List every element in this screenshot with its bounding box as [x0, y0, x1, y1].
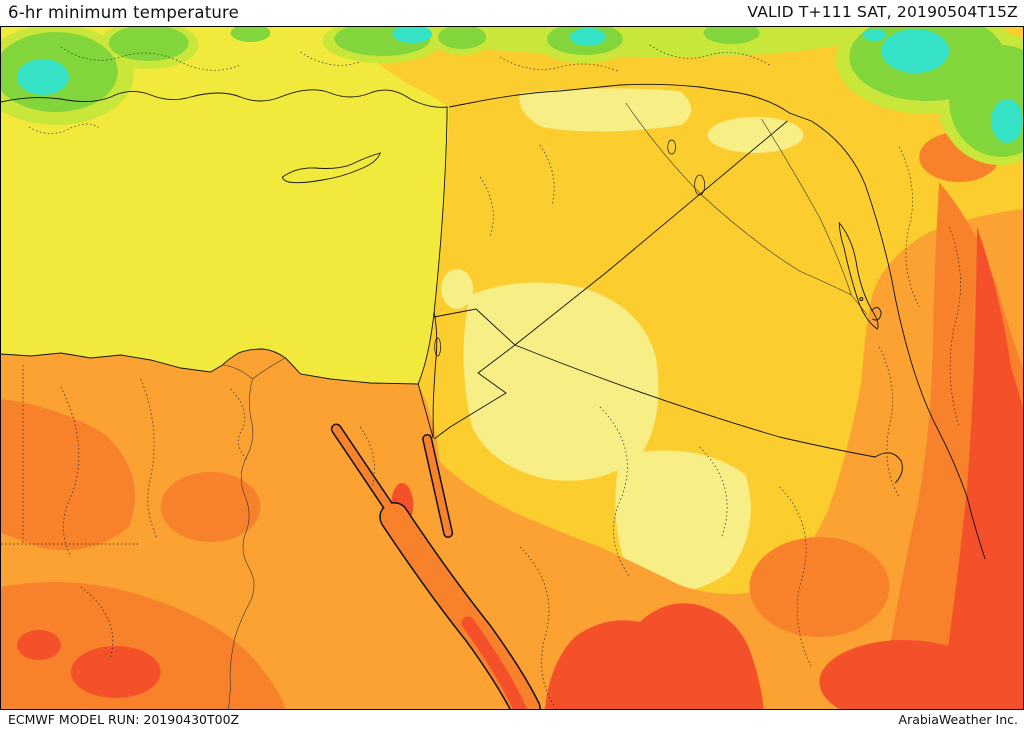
country-borders — [417, 83, 986, 560]
temperature-field — [1, 27, 1023, 709]
mediterranean-coastline — [1, 89, 448, 385]
dead-sea-outline — [434, 337, 441, 357]
footer-bar: ECMWF MODEL RUN: 20190430T00Z ArabiaWeat… — [0, 709, 1024, 729]
rivers — [222, 102, 868, 709]
bahrain-outline — [859, 297, 864, 301]
lake-outline-2 — [667, 139, 677, 155]
qatar-outline — [870, 307, 882, 321]
valid-time-label: VALID T+111 SAT, 20190504T15Z — [747, 3, 1018, 21]
map-area — [0, 27, 1024, 709]
shatt-al-arab — [851, 294, 868, 316]
tigris-river — [761, 118, 852, 296]
red-sea — [330, 423, 541, 709]
temperature-map — [1, 27, 1023, 709]
euphrates-river — [625, 102, 852, 296]
attribution-label: ArabiaWeather Inc. — [898, 711, 1018, 727]
coastlines — [1, 89, 882, 385]
cyprus-outline — [281, 152, 382, 184]
model-run-label: ECMWF MODEL RUN: 20190430T00Z — [8, 711, 240, 727]
nile-river — [228, 378, 255, 709]
nile-delta-west — [222, 364, 253, 380]
page-title: 6-hr minimum temperature — [8, 2, 239, 22]
admin-borders — [1, 44, 961, 708]
nile-delta-east — [252, 357, 286, 380]
header-bar: 6-hr minimum temperature VALID T+111 SAT… — [0, 0, 1024, 27]
persian-gulf-outline — [838, 221, 879, 330]
